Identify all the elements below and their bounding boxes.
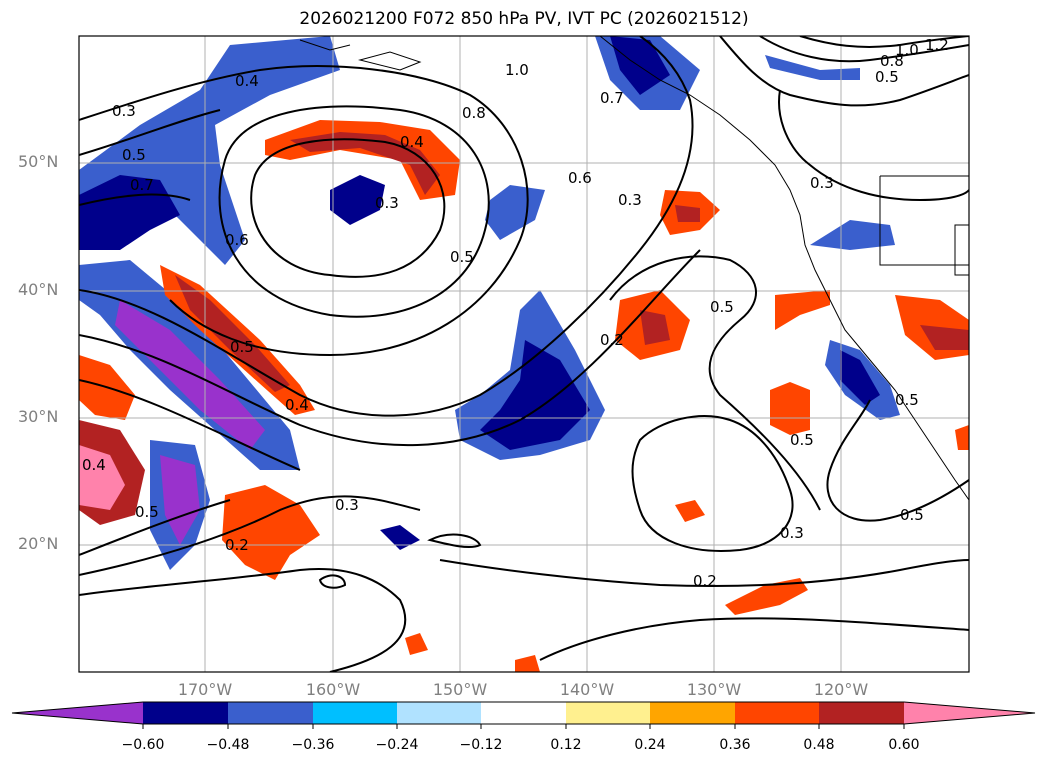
colorbar-segment bbox=[481, 702, 566, 724]
pos-pv-small-1 bbox=[675, 500, 705, 522]
colorbar-tick-label: −0.24 bbox=[375, 737, 419, 753]
neg-pv-coast-core bbox=[840, 350, 880, 405]
contour-label: 0.5 bbox=[230, 338, 254, 356]
neg-pv-northwest bbox=[79, 36, 340, 265]
lat-label: 20°N bbox=[18, 534, 59, 553]
colorbar-tick-label: −0.36 bbox=[291, 737, 335, 753]
contour-label: 0.5 bbox=[895, 391, 919, 409]
contour-label: 1.2 bbox=[925, 36, 949, 54]
colorbar-segment bbox=[143, 702, 228, 724]
lon-label: 170°W bbox=[177, 680, 233, 699]
contour-label: 0.8 bbox=[880, 52, 904, 70]
pos-pv-small-3 bbox=[515, 655, 540, 672]
contour-label: 0.6 bbox=[568, 169, 592, 187]
contour-label: 0.5 bbox=[875, 68, 899, 86]
colorbar-tick-label: 0.36 bbox=[719, 737, 751, 753]
colorbar-tick-label: 0.48 bbox=[803, 737, 835, 753]
colorbar-tick-label: 0.60 bbox=[888, 737, 920, 753]
neg-pv-hawaii bbox=[380, 525, 420, 550]
contour-label: 0.4 bbox=[400, 133, 424, 151]
pos-pv-small-4 bbox=[955, 425, 969, 450]
pos-pv-small-2 bbox=[405, 633, 428, 655]
colorbar-segment bbox=[397, 702, 481, 724]
colorbar-segment bbox=[650, 702, 735, 724]
pos-pv-mid-core bbox=[675, 205, 700, 222]
contour-label: 0.5 bbox=[710, 298, 734, 316]
lon-label: 130°W bbox=[686, 680, 742, 699]
colorbar-segment bbox=[735, 702, 819, 724]
neg-pv-central-core bbox=[480, 340, 590, 450]
neg-pv-east bbox=[810, 220, 895, 250]
colorbar-tick-label: 0.24 bbox=[634, 737, 666, 753]
contour-label: 0.3 bbox=[618, 191, 642, 209]
pos-pv-southwest-core bbox=[79, 445, 125, 510]
pv-shading bbox=[79, 36, 969, 672]
contour-label: 0.2 bbox=[693, 572, 717, 590]
contour-label: 0.7 bbox=[130, 176, 154, 194]
pos-pv-far-east-core bbox=[920, 325, 969, 350]
neg-pv-north-central-core bbox=[610, 36, 670, 95]
map-frame bbox=[78, 35, 970, 673]
lat-label: 50°N bbox=[18, 152, 59, 171]
contour-label: 0.5 bbox=[450, 248, 474, 266]
contour-label: 0.5 bbox=[900, 506, 924, 524]
contour-label: 1.0 bbox=[505, 61, 529, 79]
contour-labels: 0.4 0.3 0.5 0.7 0.6 0.4 0.3 0.5 1.0 0.8 … bbox=[82, 36, 949, 590]
contour-label: 0.5 bbox=[790, 431, 814, 449]
colorbar-segment bbox=[228, 702, 313, 724]
colorbar-tick-label: −0.60 bbox=[121, 737, 165, 753]
neg-pv-west-band-core bbox=[115, 300, 265, 450]
contour-label: 0.4 bbox=[235, 72, 259, 90]
lon-label: 160°W bbox=[305, 680, 361, 699]
lon-label: 150°W bbox=[432, 680, 488, 699]
pos-pv-east-2 bbox=[775, 290, 830, 330]
ivt-contours bbox=[79, 36, 969, 672]
contour-label: 0.2 bbox=[225, 536, 249, 554]
contour-label: 0.2 bbox=[600, 331, 624, 349]
lat-label: 30°N bbox=[18, 407, 59, 426]
colorbar-segment bbox=[819, 702, 904, 724]
colorbar bbox=[11, 701, 1036, 729]
lon-label: 120°W bbox=[813, 680, 869, 699]
pos-pv-west-band-core bbox=[175, 275, 290, 392]
contour-label: 0.8 bbox=[462, 104, 486, 122]
colorbar-segment bbox=[566, 702, 650, 724]
contour-label: 0.3 bbox=[335, 496, 359, 514]
colorbar-over bbox=[904, 702, 1035, 724]
pos-pv-south bbox=[222, 485, 320, 580]
contour-label: 0.5 bbox=[122, 146, 146, 164]
contour-label: 0.7 bbox=[600, 89, 624, 107]
contour-label: 0.3 bbox=[112, 102, 136, 120]
map-title: 2026021200 F072 850 hPa PV, IVT PC (2026… bbox=[299, 9, 749, 29]
pos-pv-east-1 bbox=[770, 382, 810, 435]
contour-label: 0.5 bbox=[135, 503, 159, 521]
contour-label: 1.0 bbox=[895, 41, 919, 59]
neg-pv-northeast bbox=[765, 55, 860, 80]
neg-pv-southwest-core bbox=[160, 455, 200, 545]
contour-label: 0.3 bbox=[780, 524, 804, 542]
contour-label: 0.3 bbox=[375, 194, 399, 212]
pos-pv-south-east bbox=[725, 578, 808, 615]
colorbar-tick-label: −0.12 bbox=[459, 737, 503, 753]
pos-pv-central-core bbox=[640, 310, 670, 345]
colorbar-tick-label: 0.12 bbox=[550, 737, 582, 753]
colorbar-tick-label: −0.48 bbox=[206, 737, 250, 753]
colorbar-under bbox=[12, 702, 143, 724]
neg-pv-small-1 bbox=[330, 175, 385, 225]
contour-label: 0.6 bbox=[225, 231, 249, 249]
lon-label: 140°W bbox=[559, 680, 615, 699]
colorbar-segment bbox=[313, 702, 397, 724]
contour-label: 0.3 bbox=[810, 174, 834, 192]
contour-label: 0.4 bbox=[285, 396, 309, 414]
lat-label: 40°N bbox=[18, 280, 59, 299]
neg-pv-small-2 bbox=[485, 185, 545, 240]
contour-label: 0.4 bbox=[82, 456, 106, 474]
coastlines bbox=[299, 36, 969, 501]
